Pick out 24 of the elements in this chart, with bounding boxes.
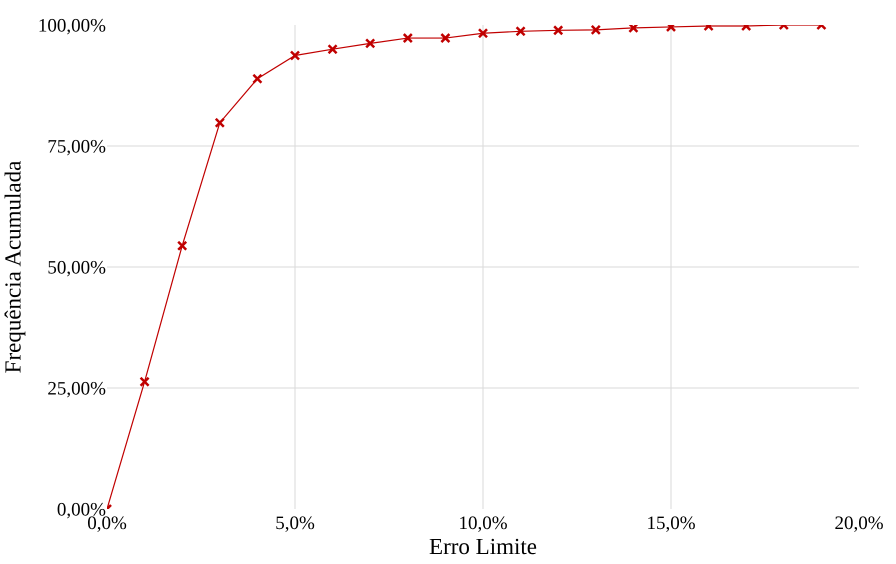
x-tick-label: 10,0% bbox=[458, 513, 508, 534]
point bbox=[402, 32, 414, 44]
y-axis-title: Frequência Acumulada bbox=[0, 160, 26, 374]
y-tick-label: 75,00% bbox=[47, 136, 106, 158]
point bbox=[628, 25, 639, 34]
point bbox=[590, 25, 602, 36]
x-axis-title: Erro Limite bbox=[429, 534, 537, 559]
point bbox=[139, 376, 150, 387]
x-tick-label: 15,0% bbox=[646, 513, 696, 534]
point bbox=[515, 26, 526, 37]
point bbox=[440, 32, 451, 44]
point bbox=[478, 28, 488, 38]
point bbox=[327, 44, 338, 54]
x-tick-label: 20,0% bbox=[834, 513, 884, 534]
y-tick-label: 100,00% bbox=[38, 16, 106, 37]
y-tick-label: 25,00% bbox=[47, 378, 106, 400]
y-tick-label: 50,00% bbox=[47, 258, 106, 279]
point bbox=[176, 240, 188, 251]
point bbox=[290, 50, 300, 61]
point bbox=[552, 25, 564, 36]
point bbox=[364, 38, 376, 49]
x-tick-label: 5,0% bbox=[275, 513, 315, 534]
point bbox=[252, 73, 263, 84]
point bbox=[214, 118, 226, 128]
